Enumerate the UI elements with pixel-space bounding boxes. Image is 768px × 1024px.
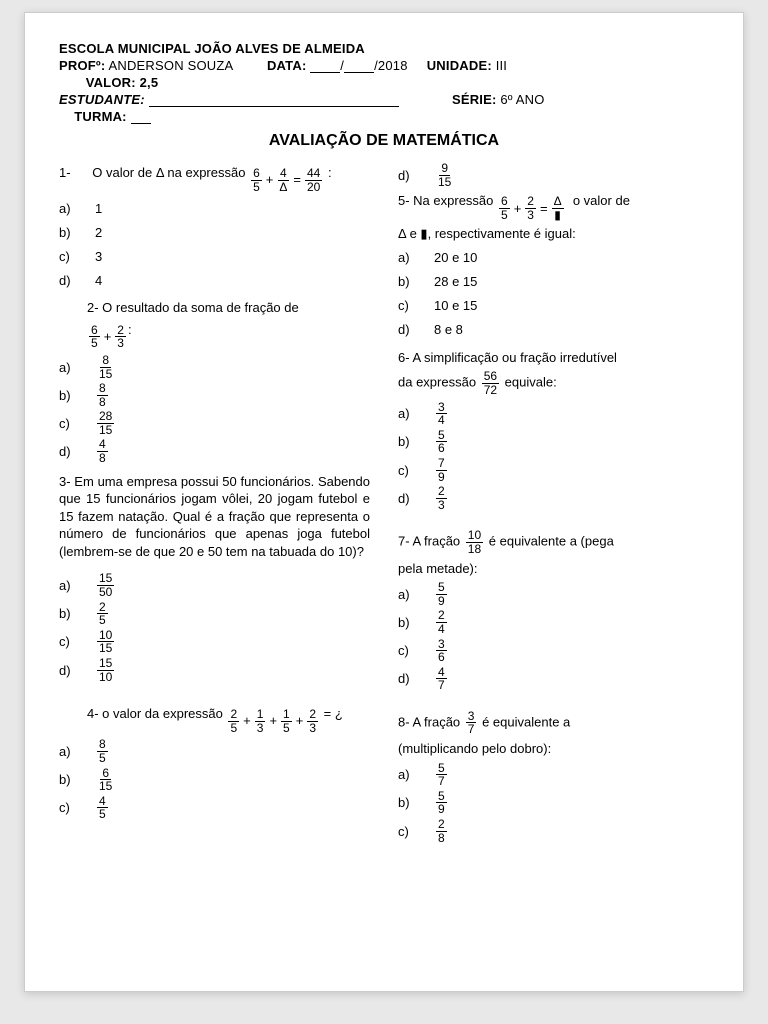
q1-expr: 65+ 4Δ= 4420 [249,167,324,193]
q1-opt-d-label: d) [59,273,77,288]
q3-opt-b: 25 [97,601,108,627]
q6-options: a)34 b)56 c)79 d)23 [398,401,709,512]
q4-opt-c: 45 [97,795,108,821]
serie-value: 6º ANO [500,92,544,107]
q6-opt-d: 23 [436,485,447,511]
q1-options: a) 1 b) 2 c) 3 d) 4 [59,197,370,291]
q7-opt-b: 24 [436,609,447,635]
q2-options: a)815 b)88 c)2815 d)48 [59,354,370,465]
turma-blank[interactable] [131,111,151,124]
q4-opt-b: 615 [97,767,114,793]
prof-label: PROFº: [59,58,105,73]
q8-options: a)57 b)59 c)28 [398,762,709,845]
right-column: d) 915 5- Na expressão 65+ 23= Δ▮ o valo… [398,160,709,852]
q5-options: a)20 e 10 b)28 e 15 c)10 e 15 d)8 e 8 [398,247,709,341]
q5-text2: Δ e ▮, respectivamente é igual: [398,225,709,243]
q7-text: 7- A fração 1018 é equivalente a (pega [398,529,709,555]
q6-opt-b: 56 [436,429,447,455]
worksheet-page: ESCOLA MUNICIPAL JOÃO ALVES DE ALMEIDA P… [24,12,744,992]
q1-colon: : [328,165,332,180]
q8-opt-a: 57 [436,762,447,788]
q5-opt-a: 20 e 10 [434,250,477,265]
q3-text: 3- Em uma empresa possui 50 funcionários… [59,473,370,561]
q1-opt-b-label: b) [59,225,77,240]
q6-opt-c: 79 [436,457,447,483]
q2-opt-b: 88 [97,382,108,408]
q2-opt-c: 2815 [97,410,114,436]
q7-options: a)59 b)24 c)36 d)47 [398,581,709,692]
date-blank-day[interactable] [310,60,340,73]
header-row-valor: VALOR: 2,5 [59,75,709,90]
q5-opt-b: 28 e 15 [434,274,477,289]
q6-opt-a: 34 [436,401,447,427]
header-row-turma: TURMA: [59,109,709,124]
header-row-prof: PROFº: ANDERSON SOUZA DATA: //2018 UNIDA… [59,58,709,73]
school-name: ESCOLA MUNICIPAL JOÃO ALVES DE ALMEIDA [59,41,709,56]
estudante-blank[interactable] [149,94,399,107]
q1-opt-c-label: c) [59,249,77,264]
q4-text: 4- o valor da expressão 25+ 13+ 15+ 23 =… [87,705,370,734]
q2-opt-d: 48 [97,438,108,464]
q8-text: 8- A fração 37 é equivalente a [398,710,709,736]
q1-prefix: 1- [59,165,71,180]
q7-opt-c: 36 [436,638,447,664]
q1-opt-d: 4 [95,273,102,288]
serie-label: SÉRIE: [452,92,497,107]
q4-opt-d-row: d) 915 [398,162,709,188]
q1-opt-c: 3 [95,249,102,264]
q8-opt-c: 28 [436,818,447,844]
q3-opt-d: 1510 [97,657,114,683]
estudante-label: ESTUDANTE: [59,92,145,107]
q4-opt-d: 915 [436,162,453,188]
q4-opt-a: 85 [97,738,108,764]
unidade-label: UNIDADE: [427,58,492,73]
content-columns: 1- O valor de Δ na expressão 65+ 4Δ= 442… [59,160,709,852]
header-row-estudante: ESTUDANTE: SÉRIE: 6º ANO [59,92,709,107]
q4-options: a)85 b)615 c)45 [59,738,370,821]
page-title: AVALIAÇÃO DE MATEMÁTICA [59,132,709,150]
q8-opt-b: 59 [436,790,447,816]
valor-value: 2,5 [140,75,159,90]
unidade-value: III [496,58,507,73]
prof-name: ANDERSON SOUZA [109,58,233,73]
q1-text: 1- O valor de Δ na expressão 65+ 4Δ= 442… [59,164,370,193]
q2-opt-a: 815 [97,354,114,380]
q7-opt-d: 47 [436,666,447,692]
q1-opt-a: 1 [95,201,102,216]
date-blank-month[interactable] [344,60,374,73]
left-column: 1- O valor de Δ na expressão 65+ 4Δ= 442… [59,160,370,852]
q7-text2: pela metade): [398,560,709,578]
valor-label: VALOR: [86,75,136,90]
q5-opt-c: 10 e 15 [434,298,477,313]
q1-opt-b: 2 [95,225,102,240]
q5-text: 5- Na expressão 65+ 23= Δ▮ o valor de [398,192,709,221]
q7-opt-a: 59 [436,581,447,607]
turma-label: TURMA: [74,109,126,124]
date-year: /2018 [374,58,408,73]
q3-opt-a: 1550 [97,572,114,598]
q1-opt-a-label: a) [59,201,77,216]
q3-opt-c: 1015 [97,629,114,655]
q2-expr: 65+ 23 : [87,321,370,350]
q6-text-a: 6- A simplificação ou fração irredutível [398,349,709,367]
q2-text: 2- O resultado da soma de fração de [87,299,370,317]
q6-text-b: da expressão 5672 equivale: [398,370,709,396]
q1-body: O valor de Δ na expressão [92,165,245,180]
q8-text2: (multiplicando pelo dobro): [398,740,709,758]
data-label: DATA: [267,58,307,73]
q5-opt-d: 8 e 8 [434,322,463,337]
q3-options: a)1550 b)25 c)1015 d)1510 [59,572,370,683]
